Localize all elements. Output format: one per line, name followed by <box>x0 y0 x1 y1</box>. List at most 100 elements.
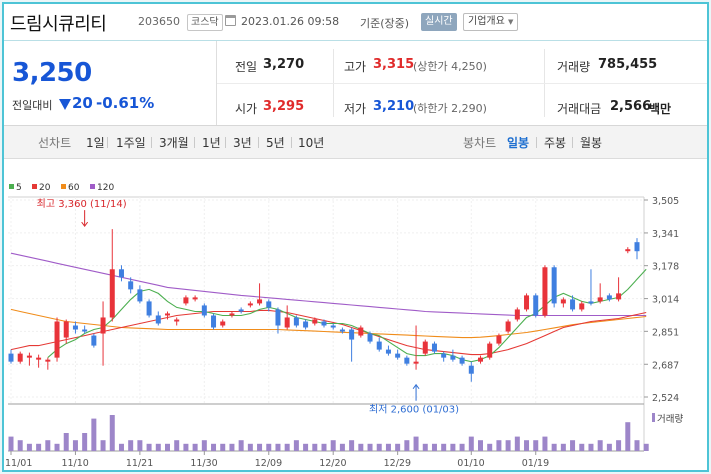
candle-body <box>137 289 143 302</box>
volume-bar <box>431 443 437 451</box>
candle-body <box>36 357 42 360</box>
down-triangle-icon <box>59 99 71 110</box>
candle-body <box>293 317 299 326</box>
candlestick-chart[interactable]: 5 20 60 120 최고 3,360 (11/14) 최저 2,600 (01/03… <box>4 159 707 472</box>
chevron-down-icon: ▼ <box>508 18 514 26</box>
volume-bar <box>422 443 428 451</box>
volume-bar <box>367 443 373 451</box>
candle-body <box>514 309 520 320</box>
volume-bar <box>588 443 594 451</box>
ma-line-60 <box>10 308 647 339</box>
candle-body <box>330 325 336 328</box>
volume-bar <box>560 443 566 451</box>
period-3y[interactable]: 3년 <box>233 136 252 150</box>
volume-bar <box>109 415 115 451</box>
candle-daily-tab[interactable]: 일봉 <box>507 136 530 150</box>
candle-body <box>606 295 612 300</box>
current-price: 3,250 <box>12 58 92 88</box>
volume-bar <box>257 443 263 451</box>
candle-body <box>487 343 493 358</box>
volume-bar <box>8 436 14 451</box>
candle-body <box>468 365 474 374</box>
volume-bar <box>137 440 143 451</box>
candle-body <box>91 335 97 346</box>
quote-panel: 3,250 전일대비 20 -0.61% 전일 3,270 고가 3,315 (… <box>4 41 707 126</box>
volume-bar <box>570 440 576 451</box>
candle-body <box>238 309 244 312</box>
volume-bar <box>128 440 134 451</box>
candle-body <box>349 329 355 340</box>
candle-body <box>266 301 272 308</box>
stock-name[interactable]: 드림시큐리티 <box>10 14 107 35</box>
legend-swatch-60 <box>61 184 66 189</box>
volume-bar <box>514 436 520 451</box>
volume-bar <box>72 440 78 451</box>
period-1w[interactable]: 1주일 <box>116 136 146 150</box>
period-10y[interactable]: 10년 <box>298 136 325 150</box>
period-divider <box>572 137 573 148</box>
period-divider <box>194 137 195 148</box>
volume-bar <box>165 443 170 451</box>
y-tick-label: 3,341 <box>652 229 679 240</box>
prev-close-value: 3,270 <box>263 57 305 72</box>
candle-body <box>72 325 78 330</box>
candle-body <box>229 313 235 316</box>
volume-bar <box>643 443 649 451</box>
volume-legend-label: 거래량 <box>657 413 683 425</box>
open-value: 3,295 <box>263 99 305 114</box>
volume-bar <box>266 443 272 451</box>
candle-body <box>339 329 345 332</box>
volume-value: 785,455 <box>598 57 658 72</box>
x-tick-label: 01/19 <box>522 458 549 469</box>
realtime-button[interactable]: 실시간 <box>421 13 457 31</box>
change-label: 전일대비 <box>12 99 53 112</box>
volume-bars: 거래량 <box>8 413 683 451</box>
price-chart-area: 5 20 60 120 최고 3,360 (11/14) 최저 2,600 (01/03… <box>4 159 707 472</box>
candle-weekly-tab[interactable]: 주봉 <box>544 136 567 150</box>
y-tick-label: 3,014 <box>652 295 679 306</box>
period-1d[interactable]: 1일 <box>86 136 105 150</box>
candle-body <box>146 301 152 316</box>
company-info-button[interactable]: 기업개요 ▼ <box>463 13 519 31</box>
x-tick-label: 12/20 <box>319 458 346 469</box>
period-3m[interactable]: 3개월 <box>159 136 189 150</box>
legend-label-5: 5 <box>16 183 22 193</box>
low-label: 저가 <box>344 102 367 116</box>
y-tick-label: 3,505 <box>652 196 679 207</box>
volume-bar <box>339 443 345 451</box>
volume-bar <box>146 443 152 451</box>
candle-body <box>63 321 69 338</box>
volume-bar <box>293 440 299 451</box>
volume-bar <box>551 443 557 451</box>
volume-bar <box>542 436 548 451</box>
change-value: 20 <box>72 94 93 112</box>
volume-bar <box>201 440 207 451</box>
candle-body <box>118 269 124 278</box>
line-chart-label: 선차트 <box>38 136 72 150</box>
upper-limit: (상한가 4,250) <box>413 60 487 73</box>
volume-bar <box>36 443 42 451</box>
candle-body <box>26 355 32 358</box>
volume-bar <box>395 443 401 451</box>
volume-label: 거래량 <box>557 60 591 74</box>
period-5y[interactable]: 5년 <box>266 136 285 150</box>
candle-monthly-tab[interactable]: 월봉 <box>580 136 603 150</box>
volume-bar <box>468 436 474 451</box>
ma-line-120 <box>10 252 647 317</box>
volume-bar <box>404 440 410 451</box>
volume-bar <box>211 443 217 451</box>
volume-bar <box>118 443 124 451</box>
candle-body <box>533 295 539 316</box>
y-tick-label: 3,178 <box>652 262 679 273</box>
x-tick-label: 12/09 <box>255 458 282 469</box>
volume-bar <box>312 443 318 451</box>
x-tick-label: 01/10 <box>457 458 484 469</box>
period-1y[interactable]: 1년 <box>202 136 221 150</box>
candle-chart-label: 봉차트 <box>463 136 497 150</box>
ma-line-20 <box>10 309 647 356</box>
period-divider <box>536 137 537 148</box>
candle-body <box>109 269 115 318</box>
x-tick-label: 11/30 <box>190 458 217 469</box>
candle-body <box>570 299 576 310</box>
candle-body <box>275 309 281 326</box>
